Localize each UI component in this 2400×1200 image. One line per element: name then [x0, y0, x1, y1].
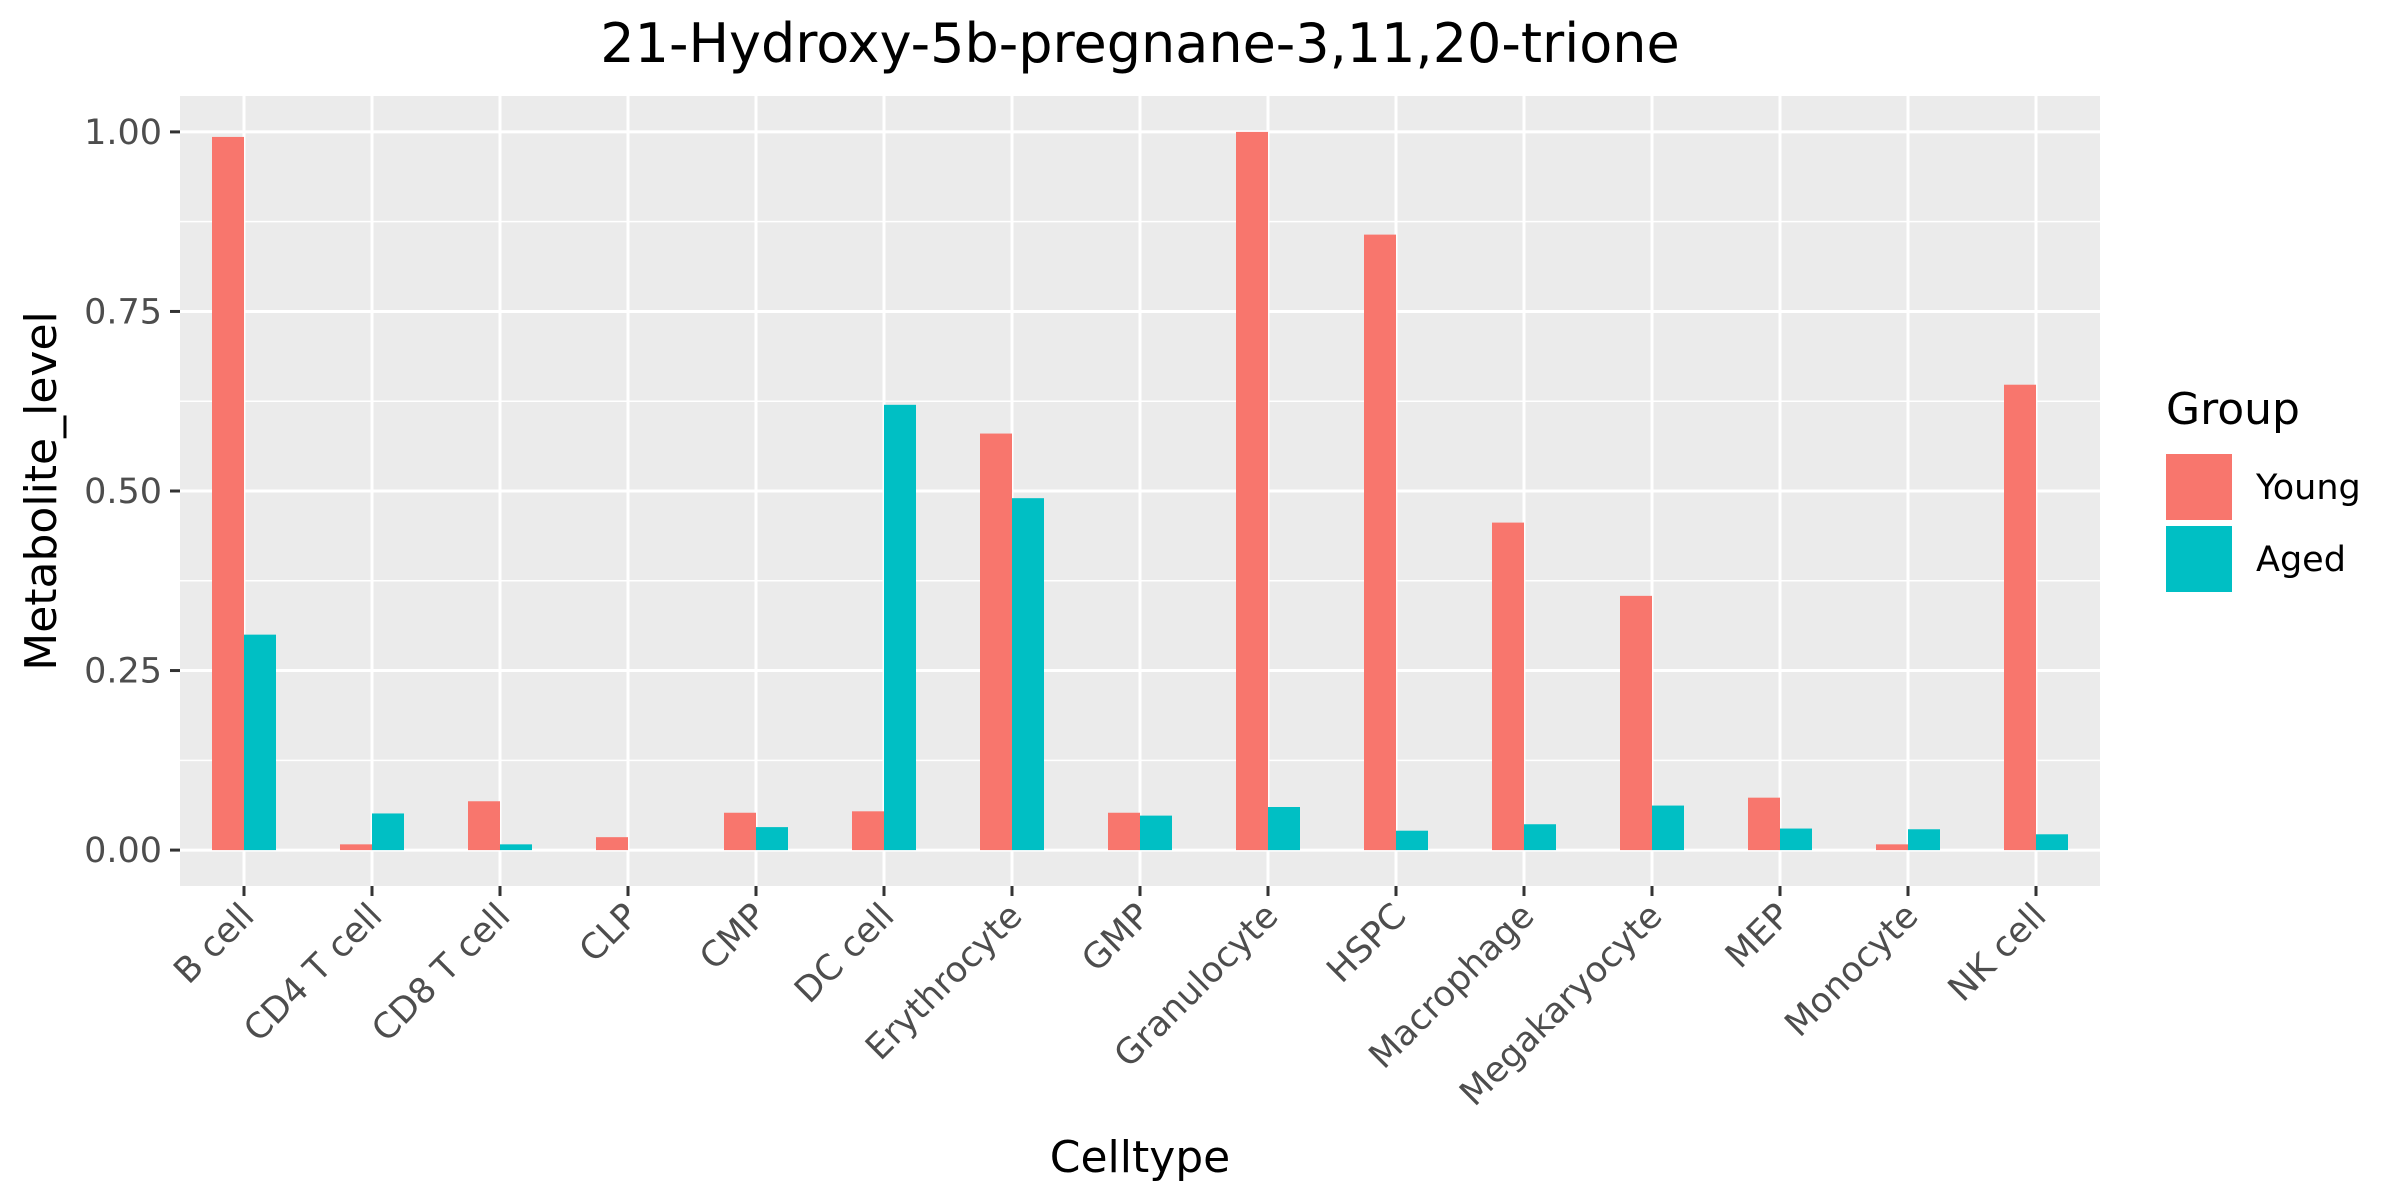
bar-young-clp — [596, 837, 628, 851]
x-axis-title: Celltype — [1050, 1132, 1231, 1183]
bar-young-b-cell — [212, 136, 244, 851]
chart-title: 21-Hydroxy-5b-pregnane-3,11,20-trione — [600, 12, 1680, 75]
legend-title: Group — [2166, 384, 2300, 435]
x-tick-label: CLP — [572, 896, 646, 970]
bar-aged-megakaryocyte — [1652, 805, 1684, 851]
bar-aged-mep — [1780, 828, 1812, 851]
y-tick-label: 0.00 — [84, 831, 162, 871]
bar-young-cmp — [724, 812, 756, 851]
bar-aged-erythrocyte — [1012, 498, 1044, 851]
legend-key-young — [2166, 454, 2232, 520]
legend: Group Young Aged — [2166, 384, 2361, 592]
bar-aged-cd4-t-cell — [372, 813, 404, 851]
bar-young-gmp — [1108, 812, 1140, 851]
bar-young-hspc — [1364, 234, 1396, 851]
bar-young-macrophage — [1492, 522, 1524, 851]
bar-young-mep — [1748, 797, 1780, 851]
bar-young-cd8-t-cell — [468, 801, 500, 851]
x-tick-label: CD4 T cell — [237, 896, 391, 1050]
x-tick-label: NK cell — [1941, 896, 2054, 1009]
x-tick-label: GMP — [1075, 896, 1159, 980]
bar-young-dc-cell — [852, 811, 884, 851]
bar-aged-b-cell — [244, 634, 276, 851]
bar-aged-macrophage — [1524, 824, 1556, 851]
x-tick-label: CMP — [693, 896, 775, 978]
bar-young-megakaryocyte — [1620, 595, 1652, 851]
legend-key-aged — [2166, 526, 2232, 592]
y-tick-label: 1.00 — [84, 113, 162, 153]
y-tick-label: 0.25 — [84, 652, 162, 692]
x-tick-label: MEP — [1718, 896, 1798, 976]
bars — [212, 131, 2068, 851]
bar-aged-hspc — [1396, 830, 1428, 851]
x-tick-label: Monocyte — [1778, 896, 1927, 1045]
y-tick-label: 0.75 — [84, 292, 162, 332]
bar-young-monocyte — [1876, 844, 1908, 851]
bar-aged-monocyte — [1908, 829, 1940, 851]
bar-young-nk-cell — [2004, 384, 2036, 851]
y-tick-label: 0.50 — [84, 472, 162, 512]
y-axis: 0.00 0.25 0.50 0.75 1.00 — [84, 113, 180, 871]
legend-label-young: Young — [2255, 468, 2361, 508]
y-axis-title: Metabolite_level — [16, 311, 67, 671]
bar-aged-nk-cell — [2036, 834, 2068, 851]
bar-aged-gmp — [1140, 815, 1172, 851]
bar-young-granulocyte — [1236, 131, 1268, 851]
bar-aged-cd8-t-cell — [500, 844, 532, 851]
x-tick-label: B cell — [167, 896, 263, 992]
legend-label-aged: Aged — [2256, 540, 2346, 580]
bar-young-erythrocyte — [980, 433, 1012, 851]
bar-young-cd4-t-cell — [340, 844, 372, 851]
x-tick-label: CD8 T cell — [365, 896, 519, 1050]
bar-aged-cmp — [756, 827, 788, 851]
x-tick-label: DC cell — [787, 896, 902, 1011]
bar-aged-dc-cell — [884, 404, 916, 851]
bar-aged-granulocyte — [1268, 807, 1300, 851]
x-tick-label: HSPC — [1320, 896, 1415, 991]
